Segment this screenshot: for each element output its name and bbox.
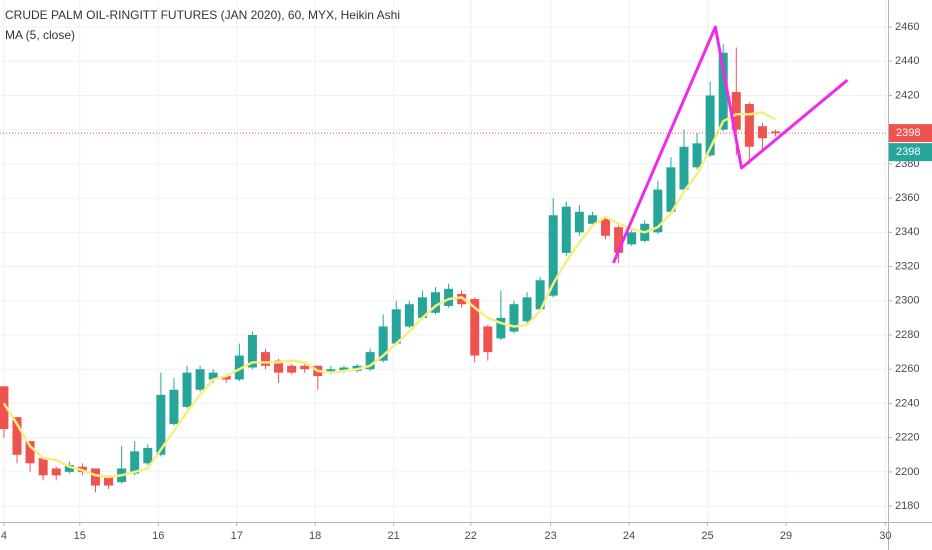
x-tick-label: 25 [701, 530, 713, 542]
candle-body [182, 372, 192, 407]
candle-body [169, 389, 179, 424]
x-tick-label: 30 [879, 530, 891, 542]
candle-body [509, 304, 519, 332]
candle-body [679, 146, 689, 190]
y-tick-label: 2260 [895, 363, 919, 375]
candle-body [90, 468, 100, 486]
candle-body [757, 126, 767, 139]
y-tick-label: 2200 [895, 466, 919, 478]
candle-body [653, 189, 663, 233]
candle-body [365, 352, 375, 370]
candle-body [25, 441, 35, 464]
trend-drawing [611, 25, 849, 264]
candle-body [483, 326, 493, 353]
candle-body [470, 299, 480, 356]
candle-body [51, 468, 61, 476]
candle-body [705, 95, 715, 156]
y-tick-label: 2320 [895, 260, 919, 272]
candle-body [274, 360, 284, 373]
candle-body [221, 376, 231, 380]
candle-body [143, 447, 153, 464]
candle-body [601, 218, 611, 236]
y-tick-label: 2240 [895, 397, 919, 409]
candle-body [548, 215, 558, 296]
x-tick-label: 22 [465, 530, 477, 542]
chart-title: CRUDE PALM OIL-RINGITT FUTURES (JAN 2020… [5, 8, 400, 22]
candle-body [234, 355, 244, 380]
x-tick-label: 4 [1, 530, 7, 542]
candle-body [378, 326, 388, 361]
ma-line [2, 111, 777, 479]
candle-body [627, 232, 637, 245]
candle-body [718, 52, 728, 130]
candle-body [104, 477, 114, 486]
y-tick-label: 2280 [895, 329, 919, 341]
x-tick-label: 29 [780, 530, 792, 542]
candle-body [430, 292, 440, 313]
candle-body [64, 465, 74, 472]
candle-body [417, 297, 427, 318]
candle-body [247, 334, 257, 368]
candle-body [0, 386, 9, 430]
candle-body [574, 211, 584, 233]
x-tick-label: 23 [544, 530, 556, 542]
candle-body [12, 417, 22, 455]
candle-body [391, 309, 401, 344]
y-tick-label: 2460 [895, 21, 919, 33]
y-tick-label: 2420 [895, 89, 919, 101]
candle-body [666, 167, 676, 212]
y-tick-label: 2300 [895, 295, 919, 307]
y-tick-label: 2440 [895, 55, 919, 67]
candle-body [744, 104, 754, 147]
candle-body [561, 206, 571, 253]
candle-body [771, 131, 781, 134]
candle-body [339, 367, 349, 371]
candle-body [692, 143, 702, 168]
price-label: 2398 [896, 127, 920, 139]
candle-body [156, 394, 166, 455]
x-tick-label: 16 [152, 530, 164, 542]
indicator-legend: MA (5, close) [5, 28, 75, 42]
x-tick-label: 21 [388, 530, 400, 542]
candle-body [614, 227, 624, 253]
x-tick-label: 15 [74, 530, 86, 542]
price-label-box [889, 124, 932, 143]
candle-body [195, 369, 205, 390]
price-label-box [889, 143, 932, 162]
candle-body [496, 317, 506, 339]
candle-body [404, 304, 414, 327]
candle-body [587, 215, 597, 224]
x-tick-label: 18 [309, 530, 321, 542]
price-label: 2398 [896, 146, 920, 158]
y-tick-label: 2180 [895, 500, 919, 512]
x-tick-label: 17 [231, 530, 243, 542]
candle-body [208, 372, 218, 380]
candle-body [326, 369, 336, 373]
y-tick-label: 2220 [895, 432, 919, 444]
candle-body [522, 297, 532, 322]
candle-body [731, 92, 741, 130]
x-tick-label: 24 [623, 530, 635, 542]
candle-body [287, 365, 297, 373]
candle-body [38, 458, 48, 476]
candle-body [260, 352, 270, 366]
y-tick-label: 2360 [895, 192, 919, 204]
candle-body [457, 293, 467, 305]
candle-body [300, 365, 310, 370]
y-tick-label: 2340 [895, 226, 919, 238]
candle-body [535, 280, 545, 310]
candle-body [130, 451, 140, 474]
candle-body [444, 288, 454, 306]
